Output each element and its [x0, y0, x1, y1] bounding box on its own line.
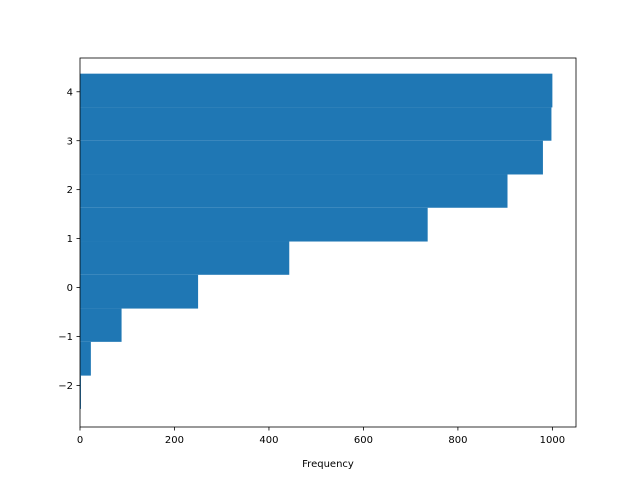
y-tick-label: 3: [67, 136, 73, 147]
x-tick-label: 0: [77, 435, 83, 446]
histogram-bar: [80, 73, 553, 108]
x-tick-label: 800: [448, 435, 467, 446]
histogram-bar: [80, 241, 290, 275]
y-tick-label: 0: [67, 283, 73, 294]
x-tick-label: 600: [354, 435, 373, 446]
y-tick-label: −1: [58, 332, 73, 343]
x-axis-label: Frequency: [302, 459, 354, 470]
histogram-bar: [80, 274, 199, 309]
y-tick-label: 4: [67, 87, 73, 98]
x-tick-label: 400: [259, 435, 278, 446]
axes-frame: [79, 57, 577, 428]
histogram-bar: [80, 174, 508, 208]
y-axis: −2 −1 0 1 2 3 4: [58, 87, 80, 392]
x-tick-label: 1000: [540, 435, 565, 446]
y-tick-label: 1: [67, 234, 73, 245]
histogram-bar: [80, 375, 81, 409]
histogram-bar: [80, 308, 122, 342]
x-axis: 0 200 400 600 800 1000: [77, 427, 565, 446]
histogram-bar: [80, 140, 543, 175]
bars: [80, 73, 553, 409]
histogram-bar: [80, 207, 428, 242]
histogram-bar: [80, 107, 552, 141]
x-tick-label: 200: [165, 435, 184, 446]
y-tick-label: 2: [67, 185, 73, 196]
y-tick-label: −2: [58, 381, 73, 392]
histogram-bar: [80, 341, 91, 376]
